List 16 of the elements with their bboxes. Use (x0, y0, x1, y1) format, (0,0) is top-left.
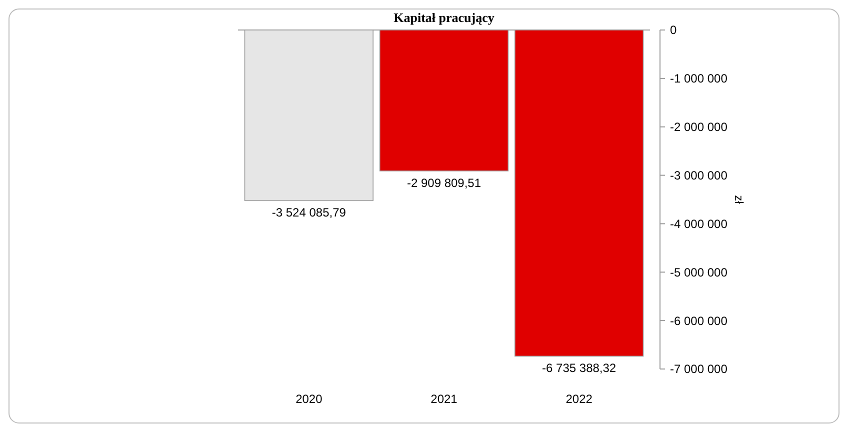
x-tick-label: 2022 (566, 392, 593, 406)
y-tick-label: -4 000 000 (670, 216, 728, 231)
data-label: -3 524 085,79 (272, 206, 346, 220)
y-tick-label: -7 000 000 (670, 362, 728, 376)
y-tick-label: -6 000 000 (670, 314, 728, 328)
data-label: -6 735 388,32 (542, 361, 616, 376)
y-tick-label: -3 000 000 (670, 168, 728, 182)
y-tick-label: -2 000 000 (670, 120, 728, 134)
chart-title: Kapitał pracujący (394, 10, 495, 25)
y-tick-label: 0 (670, 23, 677, 38)
x-tick-label: 2021 (430, 392, 458, 406)
data-label: -2 909 809,51 (406, 176, 482, 190)
y-axis-title: zł (732, 195, 746, 204)
y-tick-label: -5 000 000 (670, 265, 728, 280)
y-tick-label: -1 000 000 (670, 72, 728, 86)
x-tick-label: 2020 (296, 392, 323, 406)
